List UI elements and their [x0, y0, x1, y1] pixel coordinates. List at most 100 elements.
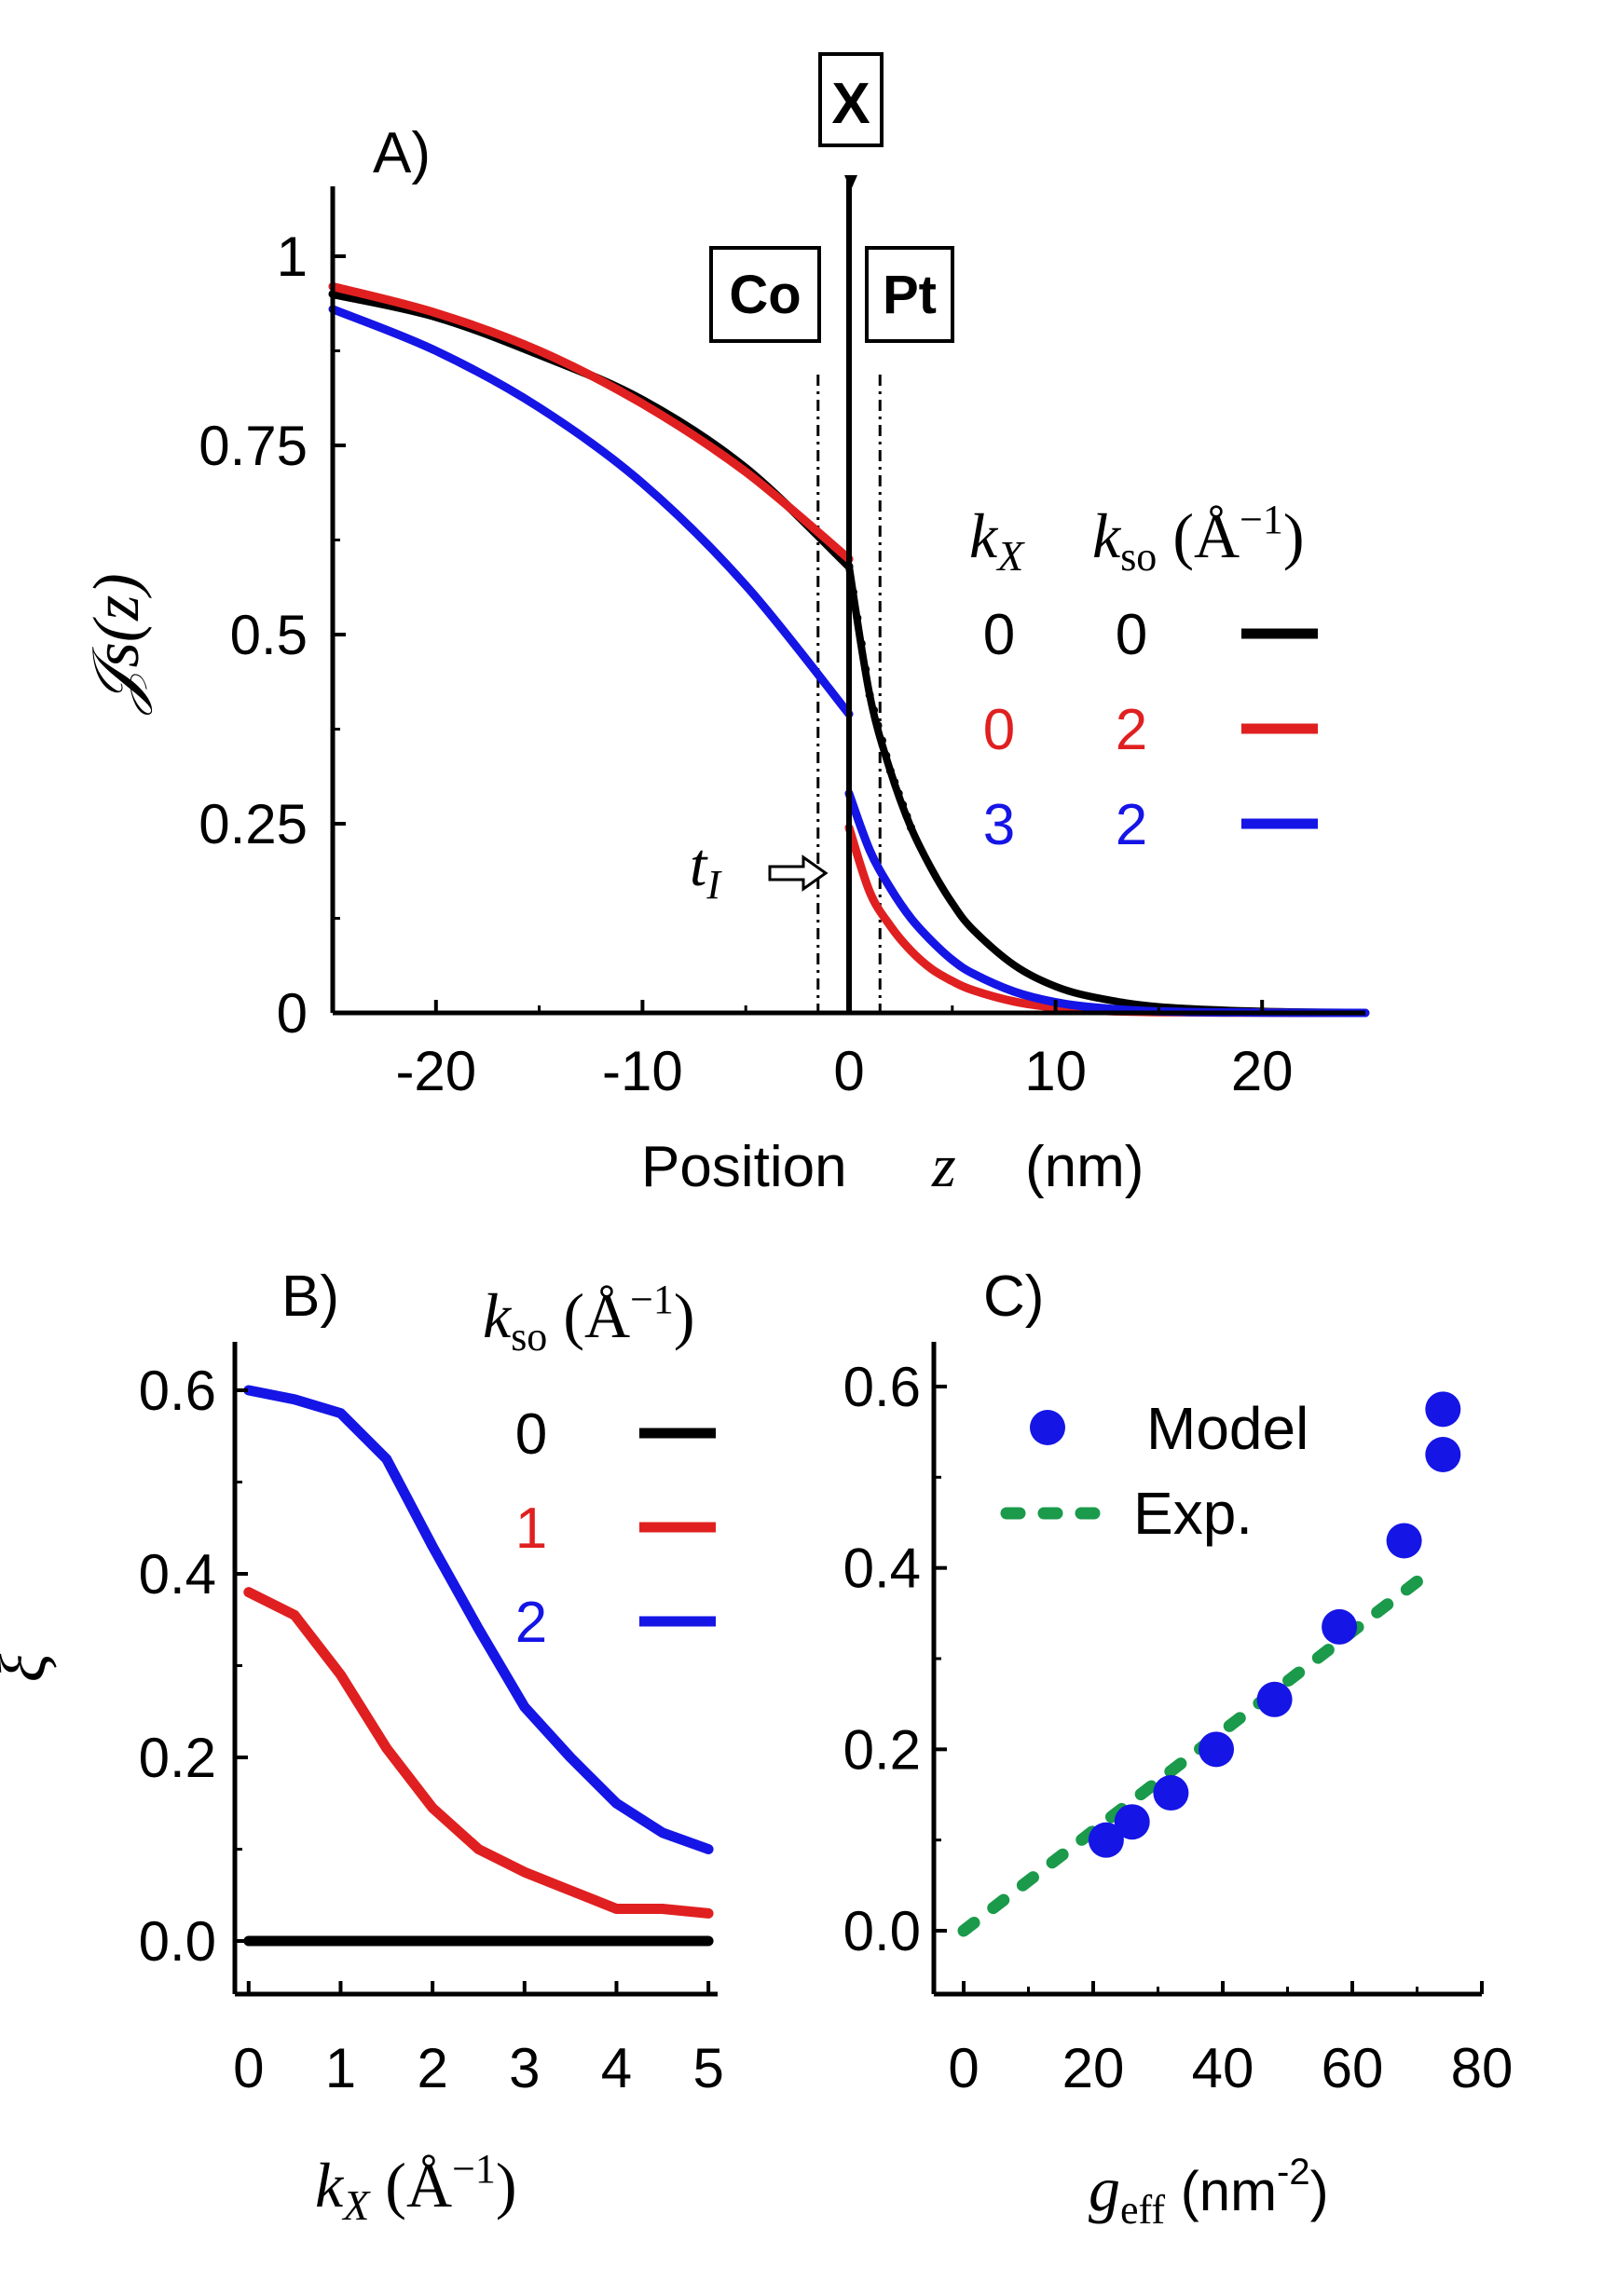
- panel-b-curves: [243, 1385, 714, 1947]
- model-point: [1153, 1775, 1189, 1811]
- b-ytick-label: 0.2: [139, 1727, 216, 1789]
- c-xtick-label: 20: [1062, 2037, 1125, 2099]
- panel-c: C) 0 20 40 60 80 0.0 0.2 0.4 0.6 geff (nm-2) Mod…: [843, 1264, 1514, 2233]
- a-xtick-label: 10: [1024, 1040, 1087, 1102]
- pt-box: [865, 246, 954, 343]
- a-xtick-label: 20: [1231, 1040, 1294, 1102]
- model-point: [1386, 1523, 1422, 1559]
- legend-a-kso-0: 0: [1116, 603, 1147, 667]
- black-dot: [853, 613, 862, 622]
- c-xtick-label: 80: [1451, 2037, 1514, 2099]
- panel-b-ylabel: ξ: [0, 1653, 60, 1682]
- a-ytick-label: 0.75: [199, 415, 308, 477]
- black-dot: [882, 751, 891, 760]
- panel-c-marks: [957, 1391, 1461, 1937]
- legend-a-kx-1: 0: [983, 698, 1015, 762]
- c-ytick-label: 0.2: [843, 1718, 921, 1781]
- model-point: [1088, 1822, 1124, 1858]
- panel-c-xlabel: geff (nm-2): [1089, 2152, 1329, 2233]
- x-label: X: [831, 72, 870, 136]
- legend-b-header: kso (Å−1): [483, 1277, 695, 1360]
- panel-a-legend: kX kso (Å−1) 0 0 0 2 3 2: [969, 497, 1318, 857]
- panel-a-curves: [328, 282, 1370, 1018]
- panel-c-label: C): [983, 1264, 1044, 1329]
- c-xtick-label: 60: [1322, 2037, 1384, 2099]
- b-xtick-label: 0: [233, 2037, 264, 2099]
- legend-b-label-1: 1: [515, 1496, 547, 1561]
- legend-a-kx-0: 0: [983, 603, 1015, 667]
- black-dot: [898, 800, 908, 810]
- b-series-1: [243, 1587, 714, 1919]
- model-point: [1425, 1437, 1461, 1472]
- c-ytick-label: 0.6: [843, 1356, 921, 1418]
- legend-a-kso-2: 2: [1116, 793, 1147, 857]
- a-ytick-label: 0: [277, 982, 308, 1045]
- black-dot: [877, 736, 886, 745]
- a-xtick-label: 0: [833, 1040, 864, 1102]
- b-xtick-label: 3: [509, 2037, 540, 2099]
- co-box: [709, 246, 821, 343]
- b-ytick-label: 0.0: [139, 1910, 216, 1973]
- b-series-2: [243, 1385, 714, 1854]
- b-xtick-label: 1: [325, 2037, 356, 2099]
- legend-c-model-marker: [1030, 1410, 1065, 1445]
- panel-b-legend: kso (Å−1) 0 1 2: [483, 1277, 716, 1655]
- c-ytick-label: 0.4: [843, 1538, 921, 1600]
- black-dot: [902, 812, 911, 821]
- b-xtick-label: 4: [601, 2037, 632, 2099]
- model-point: [1322, 1608, 1358, 1645]
- c-ytick-label: 0.0: [843, 1900, 921, 1962]
- svg-text:Position: Position: [641, 1135, 847, 1199]
- model-point: [1114, 1804, 1150, 1840]
- model-point: [1256, 1681, 1293, 1717]
- black-dot: [861, 664, 870, 674]
- model-point: [1425, 1391, 1461, 1428]
- x-box: [818, 52, 884, 147]
- ti-arrow-icon: [768, 854, 829, 892]
- black-dot: [890, 777, 899, 786]
- c-xtick-label: 0: [948, 2037, 979, 2099]
- series-1-left-top: [328, 282, 854, 564]
- c-xtick-label: 40: [1192, 2037, 1254, 2099]
- a-xtick-label: -20: [395, 1040, 476, 1102]
- legend-b-label-2: 2: [515, 1591, 547, 1655]
- panel-a-ylabel: 𝒥s(z): [81, 573, 153, 715]
- co-label: Co: [729, 265, 801, 325]
- black-dot: [873, 720, 883, 730]
- legend-a-kso-1: 2: [1116, 698, 1147, 762]
- black-dot: [865, 690, 874, 700]
- panel-a-xlabel: Position z (nm): [641, 1132, 1144, 1200]
- legend-c-exp-label: Exp.: [1133, 1480, 1253, 1547]
- b-xtick-label: 5: [692, 2037, 723, 2099]
- legend-c-model-label: Model: [1146, 1395, 1308, 1462]
- panel-b-axes: 0 1 2 3 4 50.00.20.40.6: [139, 1342, 724, 2099]
- black-dot: [906, 823, 915, 832]
- panel-a-label: A): [373, 121, 431, 185]
- model-point: [1199, 1731, 1235, 1768]
- legend-a-kx-2: 3: [983, 793, 1015, 857]
- pt-label: Pt: [883, 265, 937, 325]
- a-ytick-label: 1: [277, 226, 308, 288]
- a-xtick-label: -10: [602, 1040, 683, 1102]
- legend-a-header-kso: kso (Å−1): [1092, 497, 1305, 580]
- b-xtick-label: 2: [417, 2037, 447, 2099]
- svg-text:z: z: [931, 1132, 956, 1200]
- panel-b-label: B): [281, 1264, 339, 1329]
- panel-c-axes: 0 20 40 60 80 0.0 0.2 0.4 0.6: [843, 1342, 1514, 2099]
- black-dot: [885, 766, 895, 775]
- panel-c-legend: Model Exp.: [1000, 1395, 1308, 1547]
- b-ytick-label: 0.6: [139, 1360, 216, 1422]
- b-ytick-label: 0.4: [139, 1543, 216, 1606]
- legend-b-label-0: 0: [515, 1402, 547, 1467]
- legend-a-header-kx: kX: [969, 500, 1025, 580]
- black-dot: [870, 705, 879, 715]
- black-dot: [894, 789, 903, 799]
- ti-label: tI: [690, 831, 722, 908]
- a-ytick-label: 0.5: [230, 604, 308, 666]
- svg-text:(nm): (nm): [1025, 1135, 1144, 1199]
- series-2-left: [328, 305, 854, 718]
